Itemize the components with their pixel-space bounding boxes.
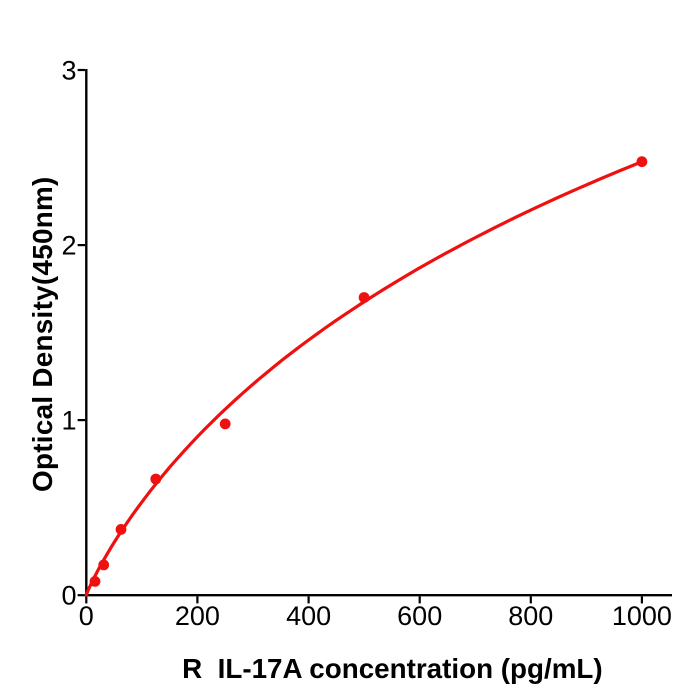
svg-text:2: 2	[61, 231, 76, 261]
svg-text:800: 800	[508, 601, 553, 631]
svg-text:1000: 1000	[612, 601, 672, 631]
svg-text:600: 600	[397, 601, 442, 631]
svg-text:400: 400	[286, 601, 331, 631]
svg-text:Optical Density(450nm): Optical Density(450nm)	[27, 176, 58, 492]
svg-text:3: 3	[61, 56, 76, 86]
svg-text:0: 0	[79, 601, 94, 631]
svg-text:1: 1	[61, 406, 76, 436]
svg-text:0: 0	[61, 581, 76, 611]
svg-text:200: 200	[175, 601, 220, 631]
svg-text:R IL-17A concentration (pg/mL: R IL-17A concentration (pg/mL)	[182, 653, 603, 684]
